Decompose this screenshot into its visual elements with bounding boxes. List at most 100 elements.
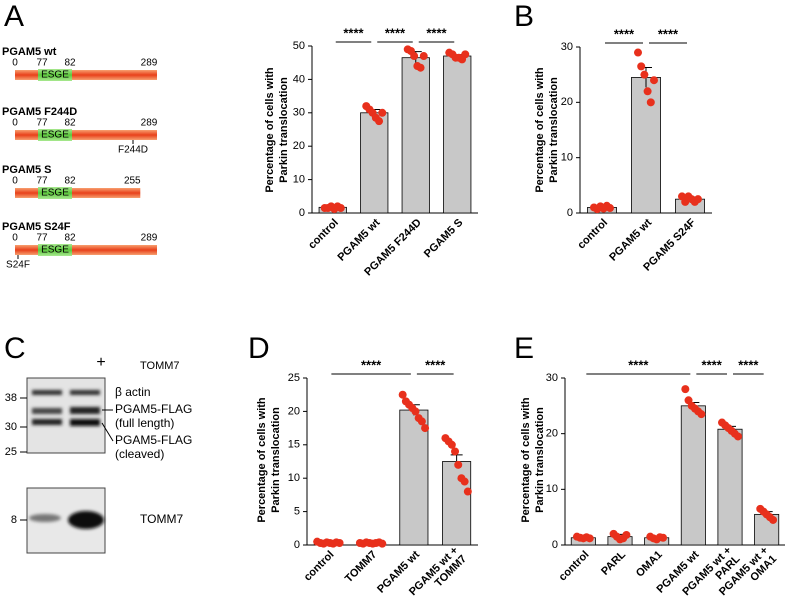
bar (442, 461, 472, 546)
mw-marker: 30 (5, 421, 17, 433)
significance-label: **** (361, 357, 382, 372)
band-label: PGAM5-FLAG (115, 402, 192, 416)
bar (631, 77, 661, 214)
y-tick-label: 30 (546, 372, 558, 384)
panel-letter: D (248, 332, 270, 365)
mutation-label: F244D (118, 145, 148, 156)
data-point (447, 440, 456, 449)
y-tick-label: 20 (546, 428, 558, 440)
band-label: β actin (115, 385, 151, 399)
y-tick-label: 0 (552, 539, 558, 551)
band-label: PGAM5-FLAG (115, 433, 192, 447)
y-axis-label: Parkin translocation (270, 407, 282, 513)
data-point (454, 460, 463, 469)
mw-marker: 8 (11, 514, 17, 526)
motif-label: ESGE (41, 70, 69, 81)
position-label: 82 (64, 58, 76, 69)
data-point (335, 538, 344, 547)
data-point (650, 76, 658, 85)
construct-bar (15, 70, 157, 80)
significance-label: **** (426, 25, 447, 40)
y-axis-label: Parkin translocation (548, 77, 560, 183)
data-point (375, 117, 384, 126)
y-axis-label: Percentage of cells with (264, 67, 276, 193)
data-point (461, 50, 470, 59)
position-label: 0 (12, 233, 18, 244)
motif-label: ESGE (41, 245, 69, 256)
y-tick-label: 10 (293, 174, 305, 186)
construct-name: PGAM5 S (2, 164, 52, 176)
data-point (734, 432, 742, 441)
y-axis-label: Percentage of cells with (520, 397, 532, 523)
bar (680, 405, 706, 546)
data-point (769, 515, 778, 524)
bar (399, 409, 429, 546)
panel-letter: E (514, 332, 534, 365)
y-tick-label: 10 (561, 152, 573, 164)
position-label: 82 (64, 176, 76, 187)
y-tick-label: 10 (546, 483, 558, 495)
y-tick-label: 25 (288, 372, 300, 384)
significance-label: **** (385, 25, 406, 40)
x-tick-label: TOMM7 (343, 549, 379, 585)
y-tick-label: 30 (561, 41, 573, 53)
y-tick-label: 15 (288, 439, 300, 451)
bar (401, 57, 430, 214)
y-axis-label: Parkin translocation (534, 407, 546, 513)
treatment-label: TOMM7 (140, 360, 180, 372)
mw-marker: 25 (5, 446, 17, 458)
motif-label: ESGE (41, 130, 69, 141)
lane-mark: + (96, 354, 105, 371)
data-point (410, 52, 419, 61)
significance-label: **** (343, 25, 364, 40)
data-point (460, 477, 469, 486)
position-label: 255 (124, 176, 141, 187)
position-label: 0 (12, 58, 18, 69)
motif-box (38, 129, 72, 141)
significance-label: **** (702, 357, 723, 372)
y-axis-label: Percentage of cells with (534, 67, 546, 193)
y-tick-label: 10 (288, 472, 300, 484)
band-label: (cleaved) (115, 447, 164, 461)
x-tick-label: PARL (599, 549, 628, 578)
blot-bands (29, 390, 104, 529)
data-point (421, 424, 430, 433)
data-point (640, 70, 649, 79)
significance-label: **** (658, 26, 679, 41)
x-tick-label: control (557, 549, 592, 584)
y-tick-label: 50 (293, 40, 305, 52)
significance-label: **** (738, 357, 759, 372)
y-tick-label: 20 (293, 140, 305, 152)
bar (443, 55, 472, 214)
y-tick-label: 0 (567, 207, 573, 219)
position-label: 82 (64, 118, 76, 129)
x-tick-label: OMA1 (634, 549, 665, 580)
motif-box (38, 187, 72, 199)
x-tick-label: PGAM5 wt (607, 216, 654, 263)
position-label: 77 (36, 58, 48, 69)
position-label: 0 (12, 176, 18, 187)
y-tick-label: 0 (299, 207, 305, 219)
position-label: 77 (36, 233, 48, 244)
data-point (419, 52, 428, 61)
mw-marker: 38 (5, 392, 17, 404)
construct-name: PGAM5 S24F (2, 221, 71, 233)
construct-bar (15, 130, 157, 140)
y-tick-label: 20 (561, 96, 573, 108)
data-point (463, 487, 472, 496)
data-point (585, 534, 594, 543)
position-label: 0 (12, 118, 18, 129)
y-tick-label: 20 (288, 405, 300, 417)
bar (360, 112, 389, 214)
band-label: (full length) (115, 416, 174, 430)
blot-label: TOMM7 (140, 512, 183, 526)
significance-label: **** (614, 26, 635, 41)
construct-bar (15, 245, 157, 255)
motif-box (38, 69, 72, 81)
data-point (451, 447, 460, 456)
mutation-label: S24F (6, 260, 30, 271)
motif-label: ESGE (41, 188, 69, 199)
y-axis-label: Percentage of cells with (256, 397, 268, 523)
